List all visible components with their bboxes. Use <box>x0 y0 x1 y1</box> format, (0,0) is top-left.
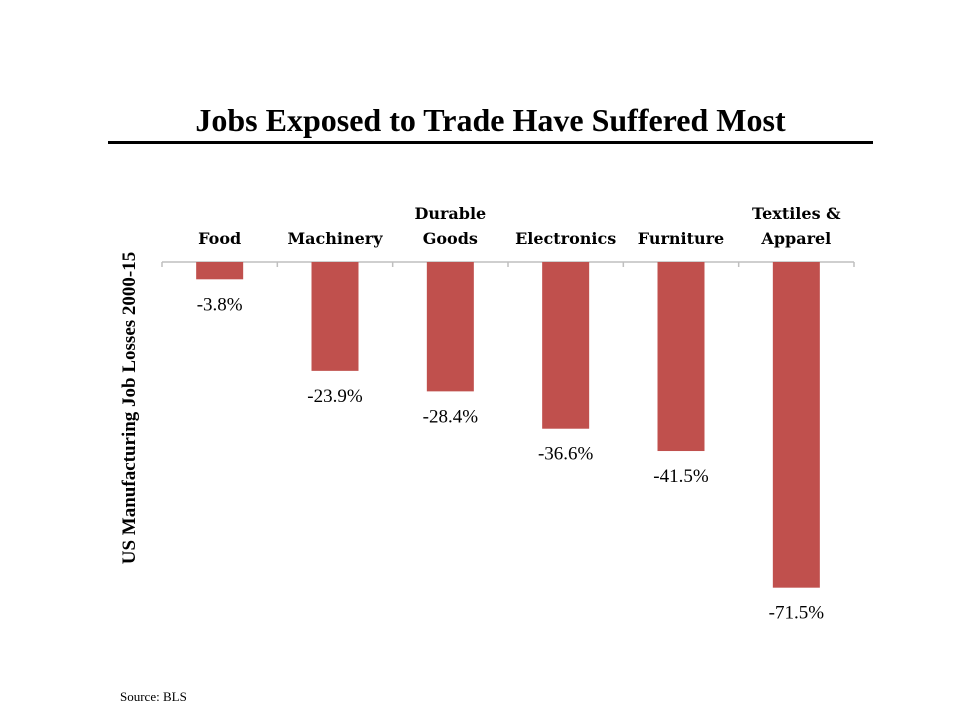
bar <box>772 262 820 588</box>
data-label: -28.4% <box>423 406 479 427</box>
data-label: -71.5% <box>769 603 825 624</box>
slide-title: Jobs Exposed to Trade Have Suffered Most <box>195 102 786 138</box>
bar <box>311 262 359 371</box>
data-label: -3.8% <box>197 294 243 315</box>
category-label: Apparel <box>760 229 831 248</box>
data-label: -23.9% <box>307 386 363 407</box>
category-label: Textiles & <box>752 204 841 223</box>
category-label: Electronics <box>515 229 616 248</box>
category-label: Food <box>198 229 241 248</box>
bar <box>657 262 705 452</box>
bar <box>426 262 474 392</box>
category-label: Durable <box>414 204 486 223</box>
data-label: -41.5% <box>653 466 709 487</box>
title-underline <box>108 141 873 144</box>
data-label: -36.6% <box>538 444 594 465</box>
bar <box>196 262 244 280</box>
category-label: Machinery <box>287 229 383 248</box>
y-axis-label: US Manufacturing Job Losses 2000-15 <box>119 252 140 564</box>
category-label: Furniture <box>638 229 724 248</box>
category-label: Goods <box>423 229 478 248</box>
bar <box>542 262 590 429</box>
source-note: Source: BLS <box>120 689 187 704</box>
